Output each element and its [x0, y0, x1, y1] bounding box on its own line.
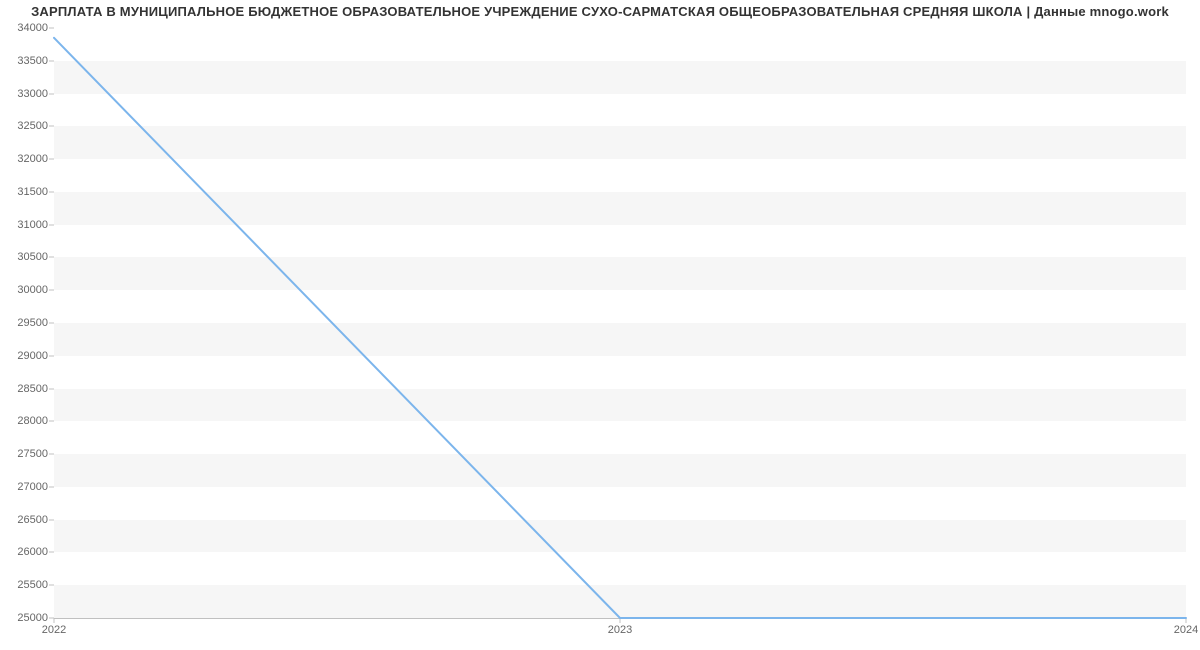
line-layer	[54, 28, 1186, 618]
y-tick-label: 25500	[17, 579, 54, 591]
y-tick-label: 34000	[17, 22, 54, 34]
y-tick-label: 27500	[17, 448, 54, 460]
y-tick-label: 32000	[17, 153, 54, 165]
y-tick-label: 31500	[17, 186, 54, 198]
y-tick-label: 33500	[17, 55, 54, 67]
y-tick-label: 32500	[17, 120, 54, 132]
x-tick-label: 2022	[42, 618, 66, 636]
y-tick-label: 28500	[17, 383, 54, 395]
y-tick-label: 33000	[17, 88, 54, 100]
x-tick-label: 2024	[1174, 618, 1198, 636]
chart-title: ЗАРПЛАТА В МУНИЦИПАЛЬНОЕ БЮДЖЕТНОЕ ОБРАЗ…	[0, 4, 1200, 19]
y-tick-label: 30000	[17, 284, 54, 296]
plot-area: 2500025500260002650027000275002800028500…	[54, 28, 1186, 618]
salary-line-chart: ЗАРПЛАТА В МУНИЦИПАЛЬНОЕ БЮДЖЕТНОЕ ОБРАЗ…	[0, 0, 1200, 650]
y-tick-label: 29000	[17, 350, 54, 362]
x-tick-label: 2023	[608, 618, 632, 636]
series-salary	[54, 38, 1186, 618]
y-tick-label: 26000	[17, 546, 54, 558]
y-tick-label: 27000	[17, 481, 54, 493]
y-tick-label: 29500	[17, 317, 54, 329]
y-tick-label: 31000	[17, 219, 54, 231]
y-tick-label: 26500	[17, 514, 54, 526]
y-tick-label: 28000	[17, 415, 54, 427]
y-tick-label: 30500	[17, 251, 54, 263]
